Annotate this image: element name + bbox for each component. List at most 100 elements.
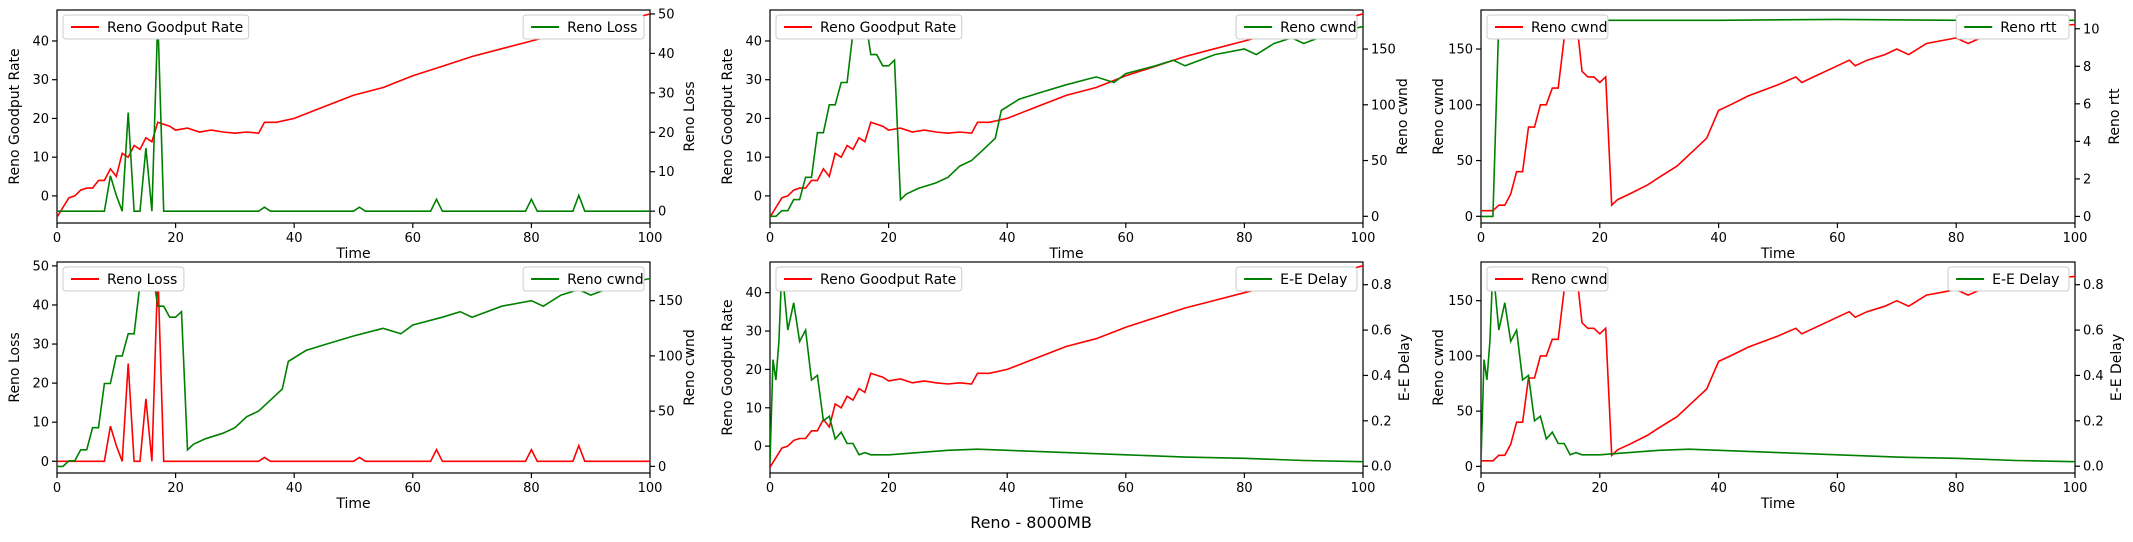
left-y-tick-label: 30 xyxy=(32,73,49,88)
x-tick-label: 0 xyxy=(1477,481,1485,496)
left-y-tick-label: 30 xyxy=(745,73,762,88)
series-line-reno-cwnd xyxy=(770,14,1363,218)
right-y-tick-label: 0.8 xyxy=(1371,278,1392,293)
left-y-tick-label: 30 xyxy=(32,338,49,353)
plot-frame xyxy=(56,261,651,474)
plot-frame xyxy=(56,9,651,224)
legend-left: Reno cwnd xyxy=(1486,266,1609,292)
plot-frame xyxy=(769,261,1364,474)
right-y-axis-label: Reno rtt xyxy=(2107,88,2123,145)
x-tick-label: 100 xyxy=(2063,231,2088,246)
legend-label: Reno Goodput Rate xyxy=(820,272,956,288)
left-y-tick-label: 150 xyxy=(1448,43,1473,58)
right-y-tick-label: 50 xyxy=(658,7,675,22)
left-y-tick-label: 0 xyxy=(754,189,762,204)
right-y-axis-label: Reno Loss xyxy=(682,81,698,151)
x-tick-label: 60 xyxy=(405,231,422,246)
right-y-tick-label: 0.6 xyxy=(2083,324,2104,339)
plot-frame xyxy=(1480,9,2076,224)
x-tick-label: 20 xyxy=(167,481,184,496)
x-tick-label: 100 xyxy=(2063,481,2088,496)
subplot-2: 0 20 40 60 80 100 Time 0 10 20 30 40 Reno Goodput Ra… xyxy=(720,9,1411,262)
left-y-tick-label: 0 xyxy=(1465,460,1473,475)
right-y-tick-label: 150 xyxy=(1371,43,1396,58)
subplot-3: 0 20 40 60 80 100 Time 0 50 100 150 Reno cwnd 0 2 4 6 8 1… xyxy=(1431,9,2123,262)
left-y-axis-label: Reno Loss xyxy=(7,332,23,402)
right-y-tick-label: 0.2 xyxy=(1371,414,1392,429)
right-y-axis-label: E-E Delay xyxy=(1397,334,1413,401)
right-y-tick-label: 0.0 xyxy=(2083,460,2104,475)
right-y-tick-label: 4 xyxy=(2083,135,2091,150)
x-axis-label: Time xyxy=(335,496,370,512)
x-tick-label: 60 xyxy=(405,481,422,496)
right-y-tick-label: 0 xyxy=(658,205,666,220)
x-axis-label: Time xyxy=(1048,246,1083,262)
left-y-tick-label: 100 xyxy=(1448,98,1473,113)
x-tick-label: 40 xyxy=(999,231,1016,246)
x-tick-label: 80 xyxy=(1236,231,1253,246)
left-y-axis-label: Reno cwnd xyxy=(1431,78,1447,155)
legend-left: Reno cwnd xyxy=(1486,14,1609,40)
legend-label: Reno rtt xyxy=(2000,20,2057,36)
x-tick-label: 0 xyxy=(1477,231,1485,246)
right-y-tick-label: 50 xyxy=(658,405,675,420)
left-y-tick-label: 10 xyxy=(32,416,49,431)
legend-right: E-E Delay xyxy=(1947,266,2070,292)
x-tick-label: 20 xyxy=(880,231,897,246)
x-tick-label: 60 xyxy=(1118,481,1135,496)
left-y-tick-label: 40 xyxy=(32,34,49,49)
x-tick-label: 60 xyxy=(1118,231,1135,246)
legend-box xyxy=(775,266,963,292)
left-y-tick-label: 10 xyxy=(745,151,762,166)
left-y-tick-label: 40 xyxy=(745,34,762,49)
legend-label: E-E Delay xyxy=(1992,272,2059,288)
plot-frame xyxy=(769,9,1364,224)
x-tick-label: 40 xyxy=(286,231,303,246)
left-y-tick-label: 150 xyxy=(1448,294,1473,309)
left-y-axis-label: Reno cwnd xyxy=(1431,329,1447,406)
legend-box xyxy=(62,266,185,292)
right-y-tick-label: 40 xyxy=(658,47,675,62)
x-tick-label: 60 xyxy=(1829,231,1846,246)
x-tick-label: 20 xyxy=(167,231,184,246)
right-y-tick-label: 20 xyxy=(658,126,675,141)
legend-box xyxy=(1947,266,2070,292)
x-tick-label: 0 xyxy=(53,481,61,496)
right-y-tick-label: 2 xyxy=(2083,172,2091,187)
x-tick-label: 0 xyxy=(766,231,774,246)
legend-box xyxy=(775,14,963,40)
x-tick-label: 80 xyxy=(1236,481,1253,496)
legend-box xyxy=(522,266,645,292)
left-y-tick-label: 20 xyxy=(745,363,762,378)
x-tick-label: 40 xyxy=(286,481,303,496)
legend-label: Reno cwnd xyxy=(1531,20,1608,36)
subplot-5: 0 20 40 60 80 100 Time 0 10 20 30 40 Reno Goodput Ra… xyxy=(720,261,1413,512)
left-y-tick-label: 40 xyxy=(32,298,49,313)
legend-label: Reno Goodput Rate xyxy=(107,20,243,36)
right-y-tick-label: 0.8 xyxy=(2083,278,2104,293)
x-tick-label: 80 xyxy=(1948,481,1965,496)
x-tick-label: 40 xyxy=(1710,231,1727,246)
legend-left: Reno Loss xyxy=(62,266,185,292)
x-tick-label: 20 xyxy=(1592,231,1609,246)
legend-label: Reno cwnd xyxy=(1531,272,1608,288)
legend-right: Reno cwnd xyxy=(522,266,645,292)
legend-box xyxy=(522,14,645,40)
right-y-tick-label: 6 xyxy=(2083,97,2091,112)
x-tick-label: 100 xyxy=(638,481,663,496)
right-y-tick-label: 30 xyxy=(658,86,675,101)
left-y-tick-label: 10 xyxy=(32,151,49,166)
right-y-tick-label: 0.4 xyxy=(2083,369,2104,384)
x-tick-label: 20 xyxy=(880,481,897,496)
left-y-tick-label: 20 xyxy=(32,377,49,392)
x-tick-label: 40 xyxy=(1710,481,1727,496)
x-tick-label: 0 xyxy=(766,481,774,496)
x-tick-label: 100 xyxy=(1351,481,1376,496)
series-line-reno-cwnd xyxy=(1481,266,2075,462)
legend-label: Reno Goodput Rate xyxy=(820,20,956,36)
right-y-tick-label: 0.0 xyxy=(1371,460,1392,475)
subplot-6: 0 20 40 60 80 100 Time 0 50 100 150 Reno cwnd 0.0 0.2… xyxy=(1431,261,2125,512)
series-line-reno-goodput-rate xyxy=(770,265,1363,468)
legend-box xyxy=(1235,266,1358,292)
